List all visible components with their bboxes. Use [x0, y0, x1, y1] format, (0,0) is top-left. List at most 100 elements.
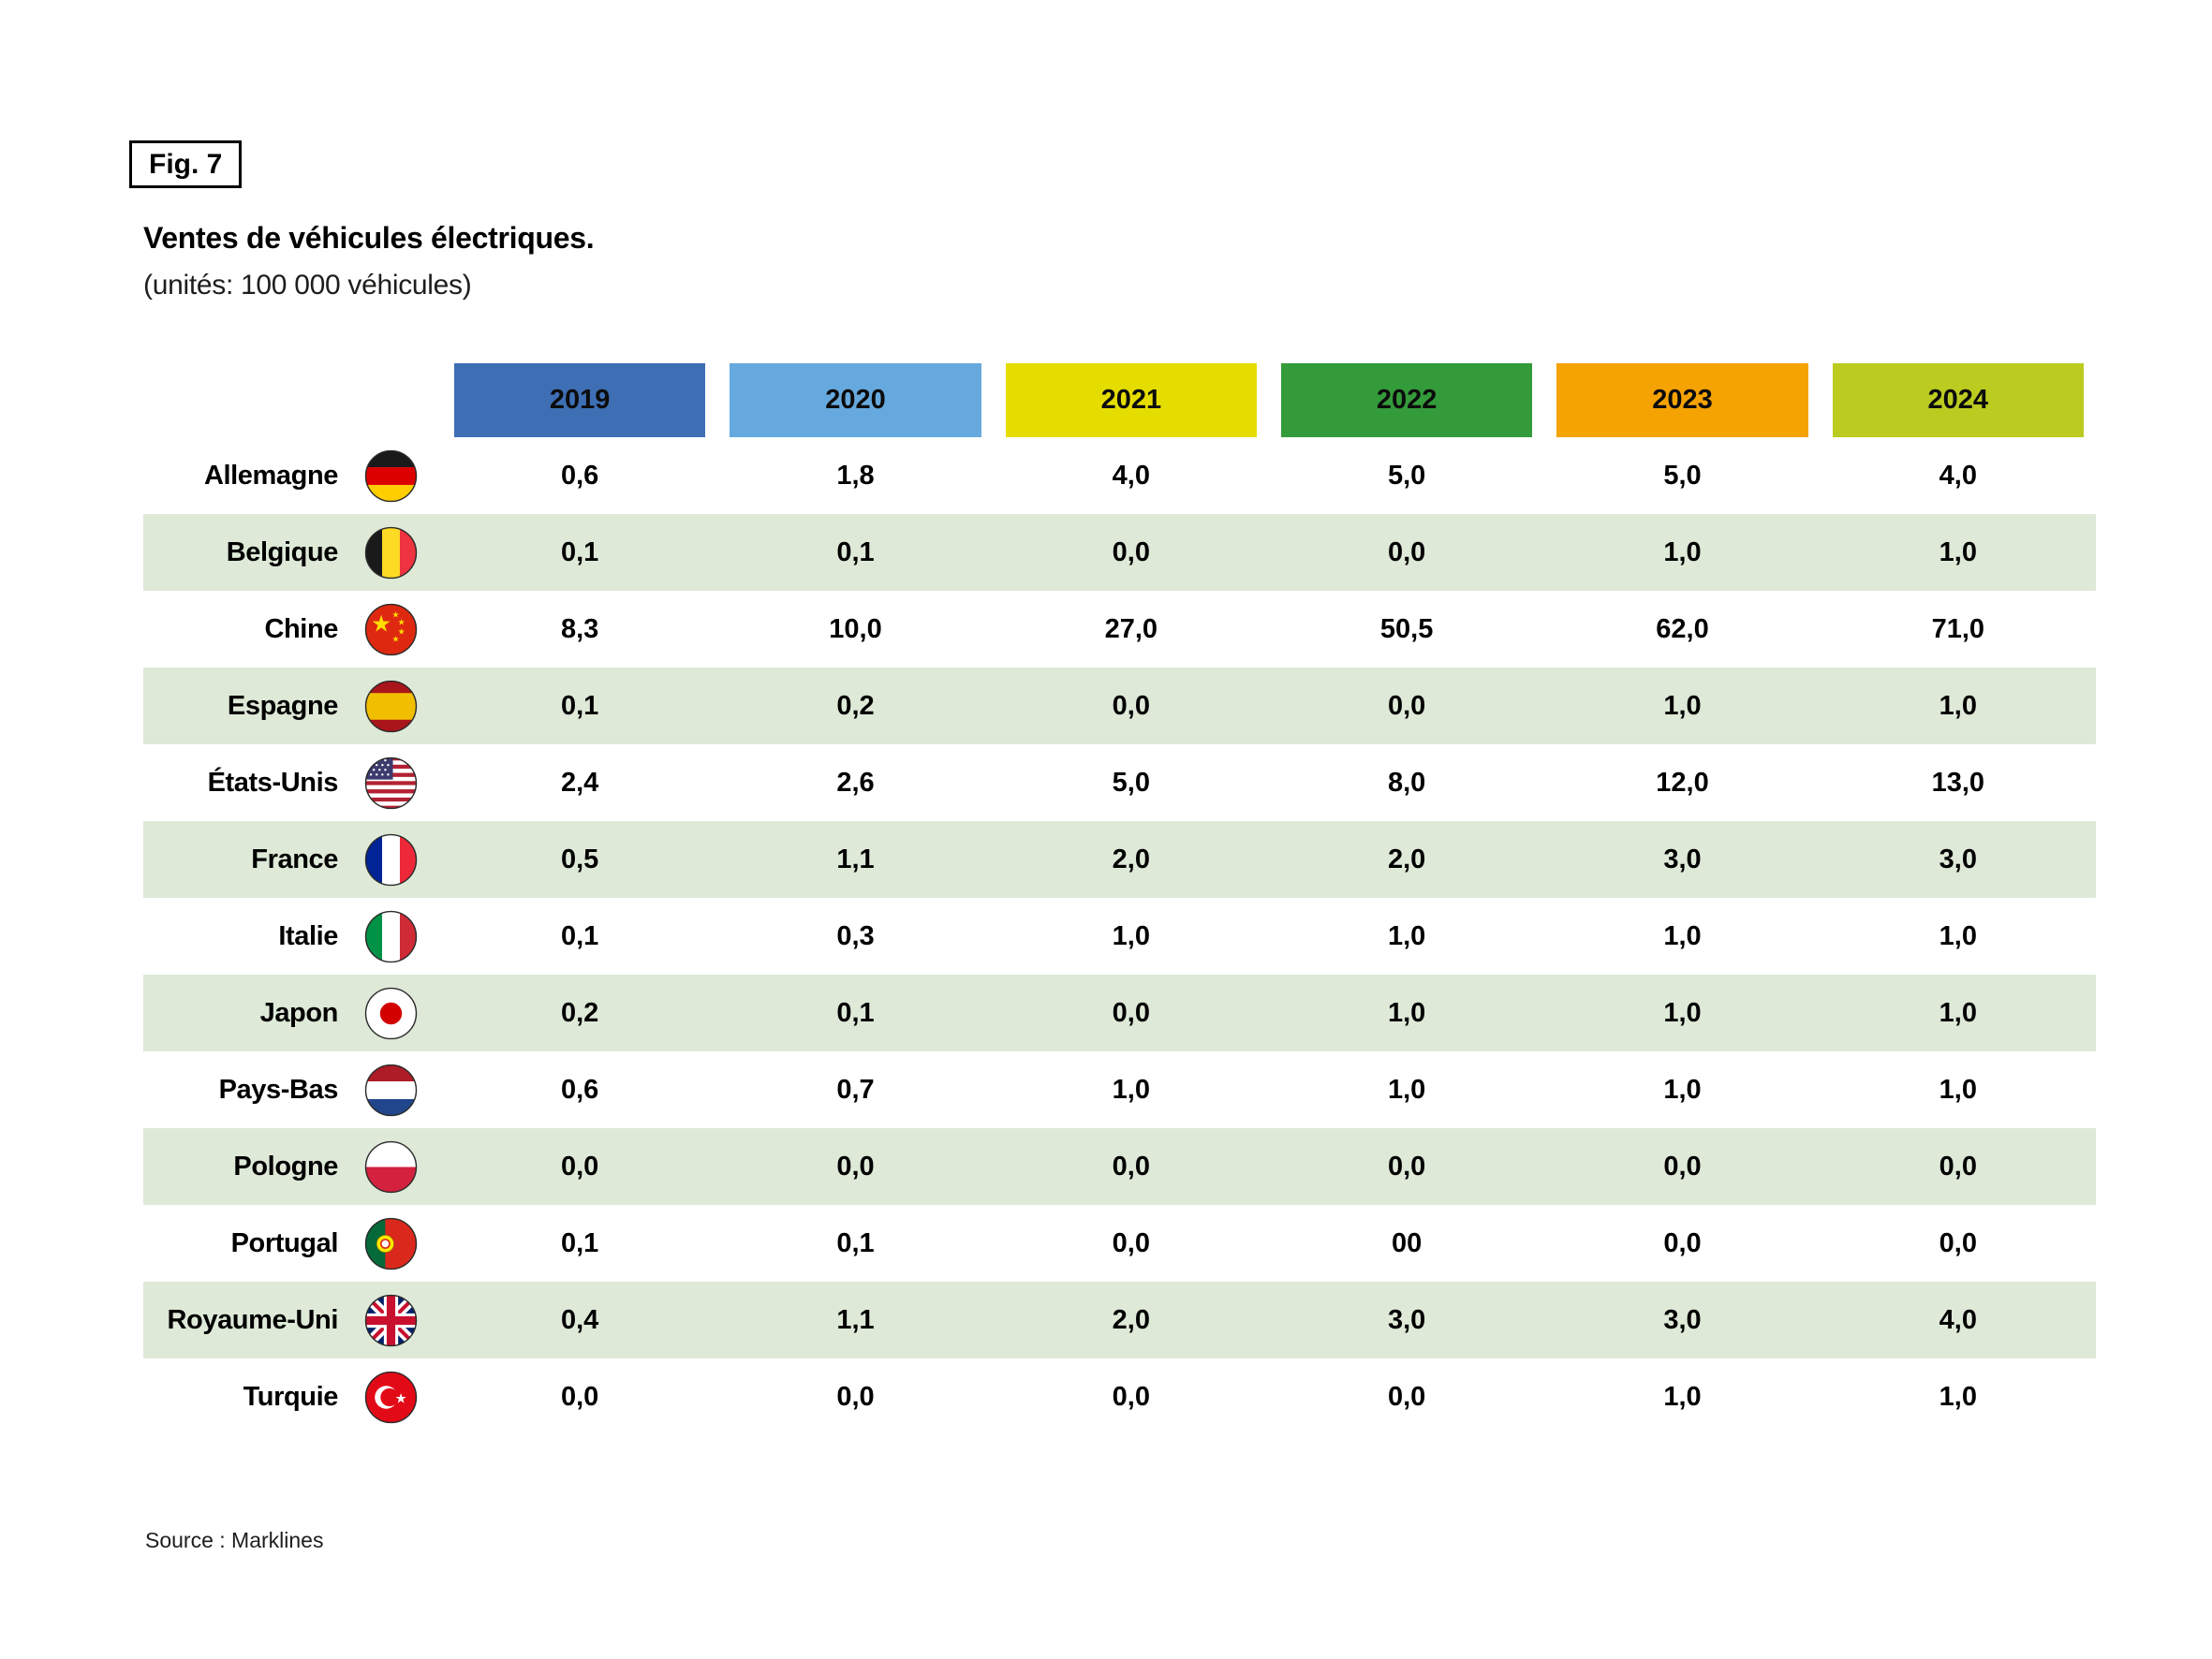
row-label-cell: Royaume-Uni	[143, 1294, 442, 1347]
value-cell: 1,1	[836, 1304, 875, 1335]
value-cell: 0,0	[1387, 1151, 1426, 1182]
row-label-cell: France	[143, 833, 442, 887]
table-body: Allemagne 0,6 1,8 4,0 5,0 5,0 4,0 Belgique 0,1 0,…	[143, 437, 2096, 1435]
country-label: Pologne	[233, 1151, 338, 1182]
table-row: Pays-Bas 0,6 0,7 1,0 1,0 1,0 1,0	[143, 1051, 2096, 1128]
value-cell: 0,0	[1663, 1151, 1702, 1182]
column-header-2023: 2023	[1544, 363, 1820, 437]
value-cell: 0,0	[1112, 1227, 1150, 1258]
svg-text:★: ★	[398, 626, 406, 636]
value-cell: 1,0	[1939, 1381, 1977, 1412]
table-row: France 0,5 1,1 2,0 2,0 3,0 3,0	[143, 821, 2096, 898]
japan-flag-icon	[364, 987, 418, 1040]
figure-title: Ventes de véhicules électriques.	[143, 221, 595, 255]
value-cell: 0,0	[1112, 1381, 1150, 1412]
germany-flag-icon	[364, 449, 418, 503]
value-cell: 0,7	[836, 1074, 875, 1105]
value-cell: 10,0	[829, 613, 882, 644]
value-cell: 0,0	[1663, 1227, 1702, 1258]
row-label-cell: Pays-Bas	[143, 1064, 442, 1117]
country-label: Portugal	[230, 1227, 339, 1258]
value-cell: 1,0	[1663, 690, 1702, 721]
value-cell: 0,1	[836, 1227, 875, 1258]
table-row: Belgique 0,1 0,1 0,0 0,0 1,0 1,0	[143, 514, 2096, 591]
column-header-2024: 2024	[1821, 363, 2096, 437]
value-cell: 1,0	[1387, 997, 1426, 1028]
value-cell: 0,0	[836, 1151, 875, 1182]
value-cell: 0,0	[1387, 690, 1426, 721]
country-label: États-Unis	[207, 767, 339, 798]
column-header-2021: 2021	[994, 363, 1269, 437]
value-cell: 50,5	[1379, 613, 1434, 644]
value-cell: 2,0	[1112, 1304, 1150, 1335]
table-row: Allemagne 0,6 1,8 4,0 5,0 5,0 4,0	[143, 437, 2096, 514]
value-cell: 0,0	[1112, 536, 1150, 567]
table-row: Pologne 0,0 0,0 0,0 0,0 0,0 0,0	[143, 1128, 2096, 1205]
figure-label: Fig. 7	[129, 140, 243, 188]
country-label: France	[251, 844, 338, 874]
value-cell: 0,0	[1112, 1151, 1150, 1182]
value-cell: 0,0	[1939, 1151, 1977, 1182]
value-cell: 1,0	[1112, 920, 1150, 951]
value-cell: 0,1	[836, 997, 875, 1028]
value-cell: 1,0	[1663, 920, 1702, 951]
france-flag-icon	[364, 833, 418, 887]
value-cell: 5,0	[1663, 460, 1702, 491]
china-flag-icon: ★ ★ ★ ★ ★	[364, 603, 418, 656]
value-cell: 1,0	[1663, 536, 1702, 567]
value-cell: 0,1	[561, 920, 599, 951]
value-cell: 1,0	[1387, 1074, 1426, 1105]
value-cell: 8,3	[561, 613, 599, 644]
row-label-cell: Turquie ★	[143, 1371, 442, 1424]
column-header-2020: 2020	[717, 363, 993, 437]
row-label-cell: Espagne	[143, 680, 442, 733]
value-cell: 4,0	[1939, 1304, 1977, 1335]
value-cell: 0,0	[1112, 997, 1150, 1028]
row-label-cell: Belgique	[143, 526, 442, 580]
value-cell: 0,0	[1939, 1227, 1977, 1258]
value-cell: 1,0	[1112, 1074, 1150, 1105]
poland-flag-icon	[364, 1140, 418, 1194]
value-cell: 0,2	[561, 997, 599, 1028]
value-cell: 1,0	[1939, 920, 1977, 951]
year-label: 2021	[1005, 363, 1257, 437]
value-cell: 0,0	[561, 1381, 599, 1412]
value-cell: 27,0	[1104, 613, 1158, 644]
value-cell: 0,0	[561, 1151, 599, 1182]
value-cell: 62,0	[1656, 613, 1709, 644]
italy-flag-icon	[364, 910, 418, 963]
value-cell: 5,0	[1387, 460, 1426, 491]
value-cell: 0,2	[836, 690, 875, 721]
value-cell: 3,0	[1387, 1304, 1426, 1335]
row-label-cell: Italie	[143, 910, 442, 963]
value-cell: 1,8	[836, 460, 875, 491]
value-cell: 1,0	[1663, 1074, 1702, 1105]
source-note: Source : Marklines	[145, 1528, 324, 1552]
year-label: 2024	[1832, 363, 2084, 437]
value-cell: 0,0	[1112, 690, 1150, 721]
table-row: Japon 0,2 0,1 0,0 1,0 1,0 1,0	[143, 975, 2096, 1051]
value-cell: 0,6	[561, 460, 599, 491]
country-label: Pays-Bas	[218, 1074, 339, 1105]
row-label-cell: Allemagne	[143, 449, 442, 503]
country-label: Belgique	[226, 536, 339, 567]
country-label: Royaume-Uni	[167, 1304, 338, 1335]
country-label: Japon	[259, 997, 339, 1028]
table-row: États-Unis 2,4 2,6 5,0 8,0 12,0 13,0	[143, 744, 2096, 821]
table-header-row: 2019 2020 2021 2022 2023 2024	[143, 363, 2096, 437]
spain-flag-icon	[364, 680, 418, 733]
value-cell: 0,0	[836, 1381, 875, 1412]
year-label: 2023	[1556, 363, 1808, 437]
value-cell: 0,1	[561, 690, 599, 721]
value-cell: 00	[1392, 1227, 1423, 1258]
value-cell: 0,1	[561, 1227, 599, 1258]
value-cell: 4,0	[1112, 460, 1150, 491]
value-cell: 0,1	[836, 536, 875, 567]
table-row: Portugal 0,1 0,1 0,0 00 0,0 0,0	[143, 1205, 2096, 1282]
row-label-cell: Chine ★ ★ ★ ★ ★	[143, 603, 442, 656]
figure-subtitle: (unités: 100 000 véhicules)	[143, 270, 472, 301]
column-header-2019: 2019	[442, 363, 717, 437]
header-spacer	[143, 363, 442, 437]
country-label: Allemagne	[203, 460, 338, 491]
value-cell: 3,0	[1663, 1304, 1702, 1335]
